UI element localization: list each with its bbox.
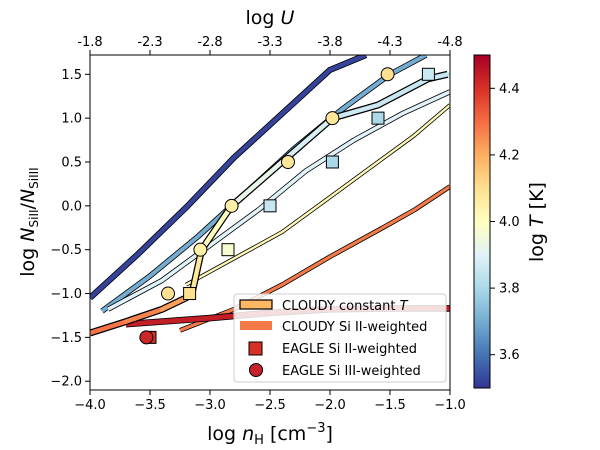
- eagle-si2-marker-3: [263, 199, 277, 213]
- legend-label-si2-marker: EAGLE Si II-weighted: [282, 342, 417, 357]
- top-axis-title: log U: [246, 7, 295, 29]
- x-tick-label-5: −1.5: [374, 398, 406, 413]
- si2-line-segment-4: [189, 247, 204, 296]
- eagle-markers: [139, 67, 435, 345]
- colorbar-gradient: [473, 54, 491, 389]
- colorbar-tick-label-3: 4.2: [499, 148, 520, 163]
- x-tick-label-1: −3.5: [134, 398, 166, 413]
- plot-area: [90, 55, 450, 345]
- y-tick-label-2: 0.5: [61, 155, 82, 170]
- eagle-si2-marker-6: [421, 67, 435, 81]
- legend: CLOUDY constant T CLOUDY Si II-weighted …: [233, 293, 447, 383]
- x-tick-label-6: −1.0: [434, 398, 466, 413]
- eagle-si3-marker-5: [325, 111, 340, 126]
- si2-line-segment-1: [123, 307, 165, 324]
- constant-t-line-2: [107, 90, 450, 311]
- colorbar-tick-label-4: 4.4: [499, 82, 520, 97]
- x-tick-label-0: −4.0: [74, 398, 106, 413]
- legend-label-constant-t: CLOUDY constant T: [282, 299, 409, 314]
- top-x-axis: -1.8 -2.3 -2.8 -3.3 -3.8 -4.3 -4.8: [77, 35, 463, 55]
- y-tick-label-0: 1.5: [61, 68, 82, 83]
- si2-line-segment-9: [375, 76, 431, 108]
- colorbar-title: log T [K]: [526, 182, 548, 262]
- cloudy-si2-weighted-line: [90, 70, 450, 337]
- si2-line-segment-5: [199, 203, 234, 252]
- constant-t-line-0: [90, 55, 367, 300]
- eagle-si2-marker-5: [371, 111, 385, 125]
- eagle-si3-marker-3: [224, 198, 239, 213]
- y-tick-label-5: −1.0: [50, 287, 82, 302]
- x-tick-label-4: −2.0: [314, 398, 346, 413]
- y-axis-title: log NSiII/NSiIII: [17, 167, 41, 276]
- legend-label-si3-marker: EAGLE Si III-weighted: [282, 364, 421, 379]
- legend-label-si2-line: CLOUDY Si II-weighted: [282, 320, 427, 335]
- eagle-si3-marker-6: [380, 67, 395, 82]
- si2-line-segment-2: [159, 295, 189, 312]
- legend-box: [233, 293, 447, 383]
- top-tick-label-0: -1.8: [77, 35, 102, 50]
- eagle-si2-marker-2: [221, 243, 235, 257]
- y-tick-label-1: 1.0: [61, 112, 82, 127]
- legend-swatch-si2-line: [240, 321, 272, 330]
- x-axis-title: log nH [cm−3]: [207, 421, 333, 448]
- colorbar-ticks: 3.6 3.8 4.0 4.2 4.4: [490, 82, 520, 363]
- top-tick-label-5: -4.3: [377, 35, 402, 50]
- top-tick-label-6: -4.8: [437, 35, 462, 50]
- eagle-si3-marker-4: [281, 154, 295, 169]
- si2-line-segment-8: [330, 102, 381, 121]
- x-tick-label-3: −2.5: [254, 398, 286, 413]
- colorbar-tick-label-0: 3.6: [499, 348, 520, 363]
- y-tick-label-3: 0.0: [61, 199, 82, 214]
- x-axis: −4.0 −3.5 −3.0 −2.5 −2.0 −1.5 −1.0: [74, 390, 466, 413]
- legend-swatch-constant-t: [239, 299, 273, 310]
- y-axis: 1.5 1.0 0.5 0.0 −0.5 −1.0 −1.5 −2.0: [50, 68, 90, 390]
- eagle-si3-marker-0: [139, 330, 154, 345]
- eagle-si3-marker-1: [161, 286, 175, 301]
- legend-marker-si3: [249, 363, 263, 377]
- top-tick-label-2: -2.8: [197, 35, 222, 50]
- constant-t-line-outline-1: [100, 55, 428, 314]
- constant-t-line-outline-2: [106, 89, 450, 312]
- colorbar: 3.6 3.8 4.0 4.2 4.4 log T [K]: [473, 54, 548, 389]
- eagle-si3-marker-2: [193, 242, 208, 257]
- top-tick-label-1: -2.3: [137, 35, 162, 50]
- x-tick-label-2: −3.0: [194, 398, 226, 413]
- y-tick-label-7: −2.0: [50, 375, 82, 390]
- si2-line-segment-6: [229, 159, 285, 209]
- eagle-si2-marker-4: [325, 155, 339, 169]
- constant-t-line-3: [185, 104, 450, 286]
- eagle-si2-marker-1: [183, 287, 197, 301]
- si2-line-segment-7: [279, 115, 335, 165]
- top-tick-label-3: -3.3: [257, 35, 282, 50]
- top-tick-label-4: -3.8: [317, 35, 342, 50]
- legend-marker-si2: [248, 341, 263, 356]
- y-tick-label-4: −0.5: [50, 243, 82, 258]
- y-tick-label-6: −1.5: [50, 331, 82, 346]
- si2-line-segment-0: [90, 319, 129, 336]
- colorbar-tick-label-2: 4.0: [499, 215, 520, 230]
- colorbar-tick-label-1: 3.8: [499, 282, 520, 297]
